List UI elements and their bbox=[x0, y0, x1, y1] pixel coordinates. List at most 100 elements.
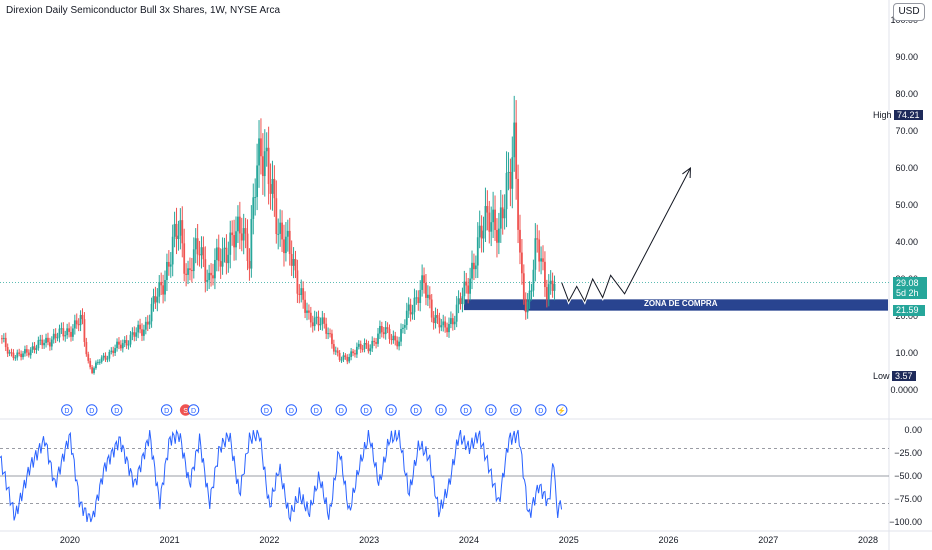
candle-body bbox=[144, 321, 147, 330]
candle-body bbox=[64, 335, 67, 337]
high-value: 74.21 bbox=[894, 110, 923, 120]
event-marker-circle bbox=[310, 404, 322, 416]
candle-body bbox=[394, 335, 397, 341]
candle-body bbox=[519, 229, 521, 253]
low-label: Low bbox=[873, 371, 890, 381]
zone-label: ZONA DE COMPRA bbox=[644, 299, 718, 308]
candle-body bbox=[442, 321, 445, 326]
candle-body bbox=[112, 350, 115, 353]
candle-body bbox=[254, 196, 257, 198]
candle-body bbox=[96, 362, 99, 364]
event-marker-circle bbox=[460, 404, 472, 416]
candle-body bbox=[334, 350, 337, 352]
event-marker: D bbox=[360, 404, 372, 416]
last-price-badge: 29.08 5d 2h bbox=[893, 277, 927, 299]
candle-body bbox=[528, 290, 531, 302]
event-marker: D bbox=[160, 404, 173, 416]
event-marker: D bbox=[535, 404, 547, 416]
candle-body bbox=[173, 223, 176, 237]
time-axis-tick: 2024 bbox=[459, 535, 479, 545]
candle-body bbox=[16, 352, 19, 358]
candle-body bbox=[532, 269, 535, 291]
candle-body bbox=[476, 237, 479, 266]
candle-body bbox=[338, 352, 341, 360]
candle-body bbox=[473, 262, 475, 270]
candle-body bbox=[183, 243, 186, 274]
candle-body bbox=[509, 171, 512, 189]
candle-body bbox=[409, 304, 412, 315]
candle-body bbox=[225, 247, 228, 264]
candle-body bbox=[214, 259, 216, 279]
candle-body bbox=[219, 261, 222, 267]
candle-body bbox=[544, 261, 546, 288]
candle-body bbox=[444, 321, 447, 328]
event-marker-circle bbox=[385, 404, 397, 416]
candle-body bbox=[386, 327, 389, 329]
projection-arrowhead bbox=[682, 166, 691, 179]
candle-body bbox=[116, 341, 118, 349]
candle-body bbox=[530, 290, 533, 292]
candle-body bbox=[545, 287, 548, 300]
event-marker-circle bbox=[335, 404, 347, 416]
candle-body bbox=[367, 344, 370, 352]
time-axis-tick: 2028 bbox=[858, 535, 878, 545]
candle-body bbox=[432, 317, 435, 324]
candle-body bbox=[363, 343, 366, 349]
candle-body bbox=[68, 328, 70, 332]
candle-body bbox=[400, 328, 402, 342]
candle-body bbox=[41, 339, 44, 346]
candle-body bbox=[497, 228, 500, 243]
candle-body bbox=[549, 280, 552, 285]
candle-body bbox=[304, 299, 306, 313]
event-marker-label: D bbox=[488, 408, 493, 415]
candle-body bbox=[425, 282, 427, 298]
candle-body bbox=[371, 340, 374, 349]
event-marker-label: D bbox=[314, 408, 319, 415]
time-axis-tick: 2022 bbox=[259, 535, 279, 545]
event-marker: D bbox=[310, 404, 322, 416]
osc-axis-tick: −50.00 bbox=[894, 471, 922, 481]
candle-body bbox=[24, 349, 26, 354]
currency-button[interactable]: USD bbox=[893, 3, 925, 21]
candle-body bbox=[526, 301, 529, 313]
candle-body bbox=[407, 304, 410, 311]
candle-body bbox=[221, 249, 224, 267]
candle-body bbox=[12, 352, 15, 358]
candle-body bbox=[507, 171, 510, 173]
event-marker-label: ⚡ bbox=[557, 406, 566, 415]
candle-body bbox=[164, 280, 166, 295]
event-marker-circle bbox=[360, 404, 372, 416]
candle-body bbox=[315, 316, 318, 318]
event-marker: D bbox=[260, 404, 273, 416]
candle-body bbox=[375, 342, 377, 344]
candle-body bbox=[265, 147, 268, 152]
candle-body bbox=[540, 258, 542, 262]
event-marker: D bbox=[410, 404, 422, 416]
symbol-title[interactable]: Direxion Daily Semiconductor Bull 3x Sha… bbox=[6, 5, 280, 16]
candle-body bbox=[108, 351, 111, 359]
candle-body bbox=[388, 328, 391, 339]
candle-body bbox=[359, 343, 362, 349]
osc-axis-tick: −25.00 bbox=[894, 448, 922, 458]
price-axis-tick: 70.00 bbox=[895, 126, 918, 136]
candle-body bbox=[547, 284, 550, 300]
candle-body bbox=[77, 324, 80, 326]
candle-body bbox=[156, 296, 159, 303]
candle-body bbox=[217, 247, 220, 262]
projection-path bbox=[561, 167, 691, 303]
candle-body bbox=[501, 207, 504, 219]
zone-level-badge: 21.59 bbox=[893, 305, 925, 316]
event-marker-label: D bbox=[513, 408, 518, 415]
candle-body bbox=[354, 353, 356, 355]
low-badge: Low 3.57 bbox=[870, 371, 919, 382]
price-axis-tick: 80.00 bbox=[895, 89, 918, 99]
candle-body bbox=[160, 281, 163, 286]
candle-body bbox=[206, 280, 209, 282]
candle-body bbox=[114, 348, 117, 353]
candle-body bbox=[162, 285, 164, 295]
candle-body bbox=[398, 341, 401, 347]
candle-body bbox=[438, 317, 441, 328]
time-axis-tick: 2027 bbox=[758, 535, 778, 545]
event-marker-label: D bbox=[364, 408, 369, 415]
